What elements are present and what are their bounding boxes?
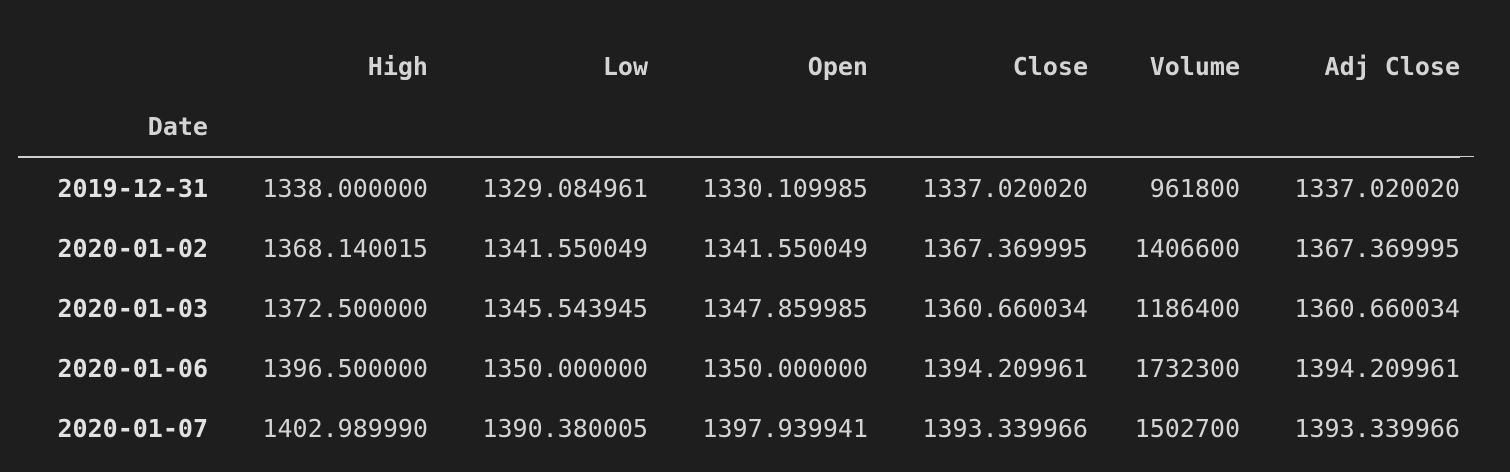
row-index: 2020-01-02 xyxy=(57,233,208,263)
cell: 1394.209961 xyxy=(1294,353,1460,383)
dataframe-output: High Low Open Close Volume Adj Close Dat… xyxy=(18,36,1474,458)
cell: 1329.084961 xyxy=(482,173,648,203)
cell: 1394.209961 xyxy=(922,353,1088,383)
cell: 1338.000000 xyxy=(262,173,428,203)
cell: 1350.000000 xyxy=(482,353,648,383)
cell: 1330.109985 xyxy=(702,173,868,203)
cell: 1367.369995 xyxy=(922,233,1088,263)
dataframe-table: High Low Open Close Volume Adj Close Dat… xyxy=(18,36,1460,458)
cell: 1397.939941 xyxy=(702,413,868,443)
cell: 1360.660034 xyxy=(922,293,1088,323)
column-header: Adj Close xyxy=(1324,51,1460,81)
index-name-row: Date xyxy=(18,96,1460,157)
cell: 961800 xyxy=(1149,173,1240,203)
table-row: 2020-01-02 1368.140015 1341.550049 1341.… xyxy=(18,218,1460,278)
cell: 1337.020020 xyxy=(922,173,1088,203)
cell: 1341.550049 xyxy=(482,233,648,263)
cell: 1732300 xyxy=(1134,353,1240,383)
cell: 1406600 xyxy=(1134,233,1240,263)
row-index: 2020-01-03 xyxy=(57,293,208,323)
cell: 1367.369995 xyxy=(1294,233,1460,263)
column-header: Close xyxy=(1012,51,1088,81)
table-row: 2020-01-06 1396.500000 1350.000000 1350.… xyxy=(18,338,1460,398)
column-header: High xyxy=(367,51,428,81)
row-index: 2020-01-07 xyxy=(57,413,208,443)
column-header: Low xyxy=(602,51,648,81)
column-header: Volume xyxy=(1149,51,1240,81)
cell: 1402.989990 xyxy=(262,413,428,443)
table-row: 2020-01-03 1372.500000 1345.543945 1347.… xyxy=(18,278,1460,338)
header-divider xyxy=(18,156,1474,157)
header-blank xyxy=(18,36,208,96)
cell: 1502700 xyxy=(1134,413,1240,443)
cell: 1393.339966 xyxy=(922,413,1088,443)
cell: 1390.380005 xyxy=(482,413,648,443)
cell: 1337.020020 xyxy=(1294,173,1460,203)
row-index: 2019-12-31 xyxy=(57,173,208,203)
cell: 1393.339966 xyxy=(1294,413,1460,443)
column-header-row: High Low Open Close Volume Adj Close xyxy=(18,36,1460,96)
cell: 1350.000000 xyxy=(702,353,868,383)
cell: 1396.500000 xyxy=(262,353,428,383)
cell: 1345.543945 xyxy=(482,293,648,323)
row-index: 2020-01-06 xyxy=(57,353,208,383)
cell: 1368.140015 xyxy=(262,233,428,263)
index-name: Date xyxy=(147,111,208,141)
cell: 1372.500000 xyxy=(262,293,428,323)
cell: 1341.550049 xyxy=(702,233,868,263)
table-row: 2020-01-07 1402.989990 1390.380005 1397.… xyxy=(18,398,1460,458)
cell: 1347.859985 xyxy=(702,293,868,323)
column-header: Open xyxy=(807,51,868,81)
cell: 1186400 xyxy=(1134,293,1240,323)
table-row: 2019-12-31 1338.000000 1329.084961 1330.… xyxy=(18,157,1460,218)
cell: 1360.660034 xyxy=(1294,293,1460,323)
